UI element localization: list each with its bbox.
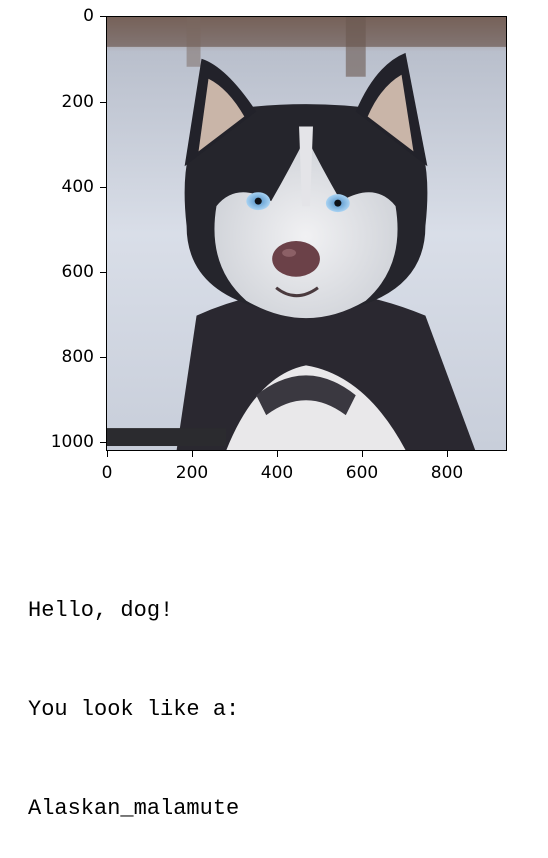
y-tick-mark [100,187,106,188]
y-tick-mark [100,16,106,17]
x-tick-mark [192,451,193,457]
y-tick-label: 200 [61,92,94,112]
x-tick-label: 200 [175,463,209,483]
x-tick-label: 600 [345,463,379,483]
x-tick-label: 0 [101,463,113,483]
y-tick-label: 800 [61,347,94,367]
output-line-breed: Alaskan_malamute [28,796,240,821]
y-tick-mark [100,102,106,103]
husky-dog-photo-icon [107,17,506,450]
image-plot: 0 200 400 600 800 1000 0 200 400 600 800 [50,6,507,483]
output-line-prompt: You look like a: [28,697,240,722]
y-tick-label: 400 [61,177,94,197]
y-tick-label: 0 [83,6,94,26]
y-tick-mark [100,272,106,273]
y-tick-label: 600 [61,262,94,282]
x-tick-mark [277,451,278,457]
x-tick-mark [447,451,448,457]
x-tick-mark [362,451,363,457]
y-tick-label: 1000 [50,432,94,452]
image-axes [106,16,507,451]
output-line-greeting: Hello, dog! [28,598,174,623]
x-tick-label: 400 [260,463,294,483]
y-tick-mark [100,357,106,358]
x-tick-mark [107,451,108,457]
y-tick-mark [100,442,106,443]
x-tick-label: 800 [430,463,464,483]
cell-output-text: Hello, dog! You look like a: Alaskan_mal… [28,528,239,858]
